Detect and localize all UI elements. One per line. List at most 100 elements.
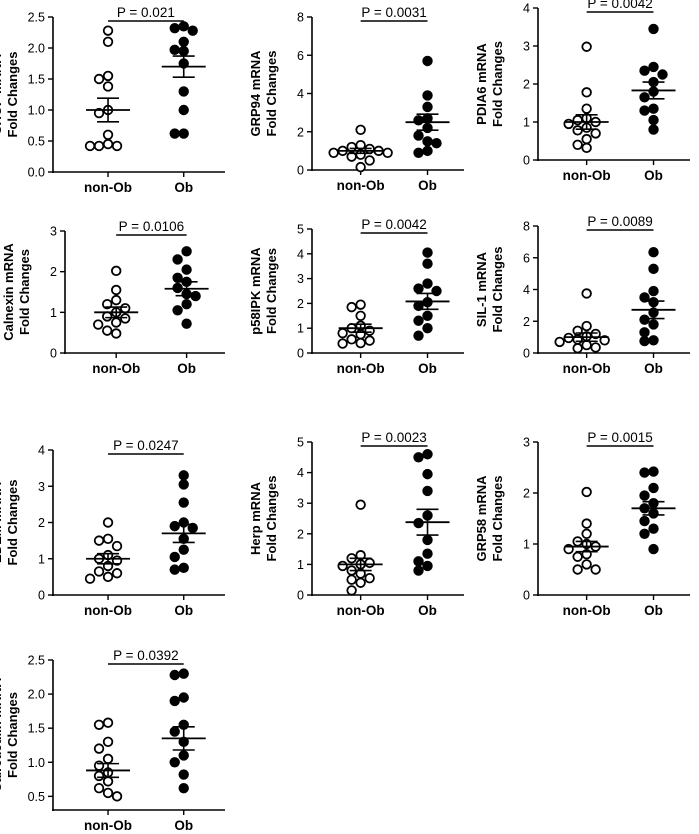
y-tick-label: 0 xyxy=(297,589,304,603)
non-ob-data-point xyxy=(102,36,114,48)
non-ob-data-point xyxy=(84,573,96,584)
ob-data-point xyxy=(178,668,189,679)
x-category-label: non-Ob xyxy=(337,603,385,618)
y-tick-label: 3 xyxy=(297,272,304,286)
ob-data-point xyxy=(178,45,189,57)
ob-data-point xyxy=(178,750,189,761)
ob-data-point xyxy=(422,145,433,157)
x-category-label: non-Ob xyxy=(337,178,385,193)
p-value-label: P = 0.0247 xyxy=(113,438,178,453)
ob-data-point xyxy=(169,22,180,34)
ob-data-point xyxy=(178,544,189,555)
non-ob-data-point xyxy=(102,717,114,728)
non-ob-data-point xyxy=(572,125,583,136)
y-tick-label: 3 xyxy=(297,497,304,511)
non-ob-data-point xyxy=(355,499,366,510)
ob-data-point xyxy=(178,479,189,490)
non-ob-data-point xyxy=(554,336,565,348)
ob-data-point xyxy=(413,565,424,576)
non-ob-data-point xyxy=(355,299,366,310)
ob-data-point xyxy=(178,86,189,97)
ob-data-point xyxy=(648,523,659,534)
ob-data-point xyxy=(648,319,659,330)
y-tick-label: 8 xyxy=(523,220,530,234)
non-ob-data-point xyxy=(572,564,583,575)
non-ob-data-point xyxy=(581,103,592,114)
non-ob-data-point xyxy=(590,128,601,139)
non-ob-data-point xyxy=(101,325,113,336)
y-tick-label: 4 xyxy=(297,87,304,101)
ob-data-point xyxy=(422,55,433,67)
y-axis-title-line1: Calreticulin mRNA xyxy=(0,677,4,792)
y-axis-title-line2: Fold Changes xyxy=(490,476,505,562)
x-category-label: Ob xyxy=(174,603,193,618)
p-value-label: P = 0.021 xyxy=(117,5,175,20)
non-ob-data-point xyxy=(102,129,114,141)
y-tick-label: 4 xyxy=(38,444,45,458)
ob-data-point xyxy=(169,551,180,563)
ob-data-point xyxy=(169,726,180,737)
p-value-label: P = 0.0031 xyxy=(361,5,426,20)
ob-data-point xyxy=(648,103,659,114)
x-category-label: Ob xyxy=(644,168,663,183)
y-tick-label: 4 xyxy=(523,283,530,297)
ob-data-point xyxy=(178,21,189,32)
chart-panel-5: 0 1 2 3 4 5 non-Ob Ob p58IPK mRNA Fold Changes P =… xyxy=(248,217,464,376)
y-axis-title-line1: PDIA6 mRNA xyxy=(474,43,489,125)
non-ob-data-point xyxy=(364,155,375,166)
ob-data-point xyxy=(178,36,189,48)
y-tick-label: 1.0 xyxy=(28,104,45,118)
y-tick-label: 2 xyxy=(297,297,304,311)
ob-data-point xyxy=(413,517,424,529)
chart-panel-2: 0 2 4 6 8 non-Ob Ob GRP94 mRNA Fold Changes P = 0… xyxy=(248,5,464,193)
y-tick-label: 1 xyxy=(50,306,57,320)
y-axis-title-line1: Herp mRNA xyxy=(248,481,263,555)
y-axis-title-line2: Fold Changes xyxy=(5,692,20,778)
ob-data-point xyxy=(648,61,659,73)
ob-data-point xyxy=(178,782,189,794)
p-value-label: P = 0.0042 xyxy=(587,0,652,11)
non-ob-data-point xyxy=(93,73,105,85)
non-ob-data-point xyxy=(102,70,114,82)
y-tick-label: 2 xyxy=(297,527,304,541)
non-ob-data-point xyxy=(111,791,123,802)
ob-data-point xyxy=(657,69,668,80)
ob-data-point xyxy=(639,467,650,478)
chart-panel-4: 0 1 2 3 non-Ob Ob Calnexin mRNA Fold Changes P =… xyxy=(1,219,225,376)
y-axis-title-line1: SIL-1 mRNA xyxy=(474,251,489,327)
y-tick-label: 4 xyxy=(523,2,530,16)
ob-data-point xyxy=(413,130,424,141)
x-category-label: non-Ob xyxy=(84,180,132,195)
ob-data-point xyxy=(181,264,192,275)
y-tick-label: 2.0 xyxy=(28,42,45,56)
y-tick-label: 6 xyxy=(523,251,530,265)
non-ob-data-point xyxy=(102,25,114,36)
ob-data-point xyxy=(431,138,442,149)
y-tick-label: 8 xyxy=(297,11,304,25)
y-axis-title-line2: Fold Changes xyxy=(5,480,20,566)
ob-data-point xyxy=(639,515,650,527)
x-category-label: Ob xyxy=(174,818,193,833)
p-value-label: P = 0.0392 xyxy=(113,648,178,663)
non-ob-data-point xyxy=(102,138,114,150)
y-tick-label: 3 xyxy=(523,40,530,54)
x-category-label: non-Ob xyxy=(563,168,611,183)
y-tick-label: 0.5 xyxy=(28,790,45,804)
x-category-label: non-Ob xyxy=(92,361,140,376)
y-axis-title-line1: Calnexin mRNA xyxy=(1,243,16,341)
non-ob-data-point xyxy=(581,339,592,351)
ob-data-point xyxy=(639,105,650,116)
ob-data-point xyxy=(169,669,180,681)
non-ob-data-point xyxy=(355,577,366,588)
ob-data-point xyxy=(422,449,433,460)
x-category-label: non-Ob xyxy=(563,361,611,376)
ob-data-point xyxy=(648,114,659,126)
ob-data-point xyxy=(422,468,433,480)
ob-data-point xyxy=(648,285,659,297)
non-ob-data-point xyxy=(337,560,348,572)
non-ob-data-point xyxy=(102,571,114,583)
non-ob-data-point xyxy=(581,133,592,145)
ob-data-point xyxy=(648,543,659,555)
non-ob-data-point xyxy=(102,787,114,799)
ob-data-point xyxy=(422,310,433,322)
